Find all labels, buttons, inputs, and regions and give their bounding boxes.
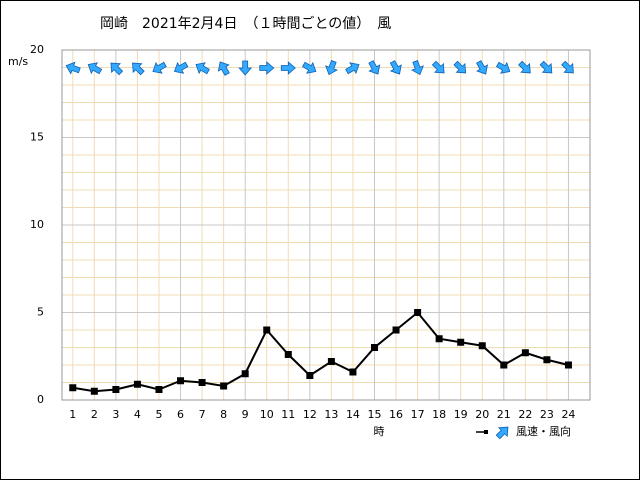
- x-tick-label: 7: [199, 408, 206, 421]
- y-tick-label: 20: [30, 43, 44, 56]
- x-tick-label: 20: [475, 408, 489, 421]
- wind-arrow: [301, 61, 317, 74]
- y-tick-label: 10: [30, 218, 44, 231]
- wind-arrow: [87, 62, 103, 75]
- x-tick-label: 11: [281, 408, 295, 421]
- wind-arrow: [280, 61, 296, 75]
- wind-arrow: [495, 61, 511, 74]
- legend-arrow: [495, 426, 509, 440]
- x-tick-label: 4: [134, 408, 141, 421]
- data-point: [370, 344, 378, 351]
- x-tick-label: 12: [303, 408, 317, 421]
- x-tick-label: 18: [432, 408, 446, 421]
- data-point: [133, 380, 141, 388]
- data-point: [241, 370, 249, 378]
- x-tick-label: 19: [454, 408, 468, 421]
- wind-arrow: [173, 61, 189, 74]
- data-point: [564, 361, 572, 369]
- data-point: [220, 382, 228, 390]
- legend-marker: [484, 430, 488, 434]
- wind-arrow: [453, 60, 467, 74]
- x-tick-label: 2: [91, 408, 98, 421]
- x-tick-label: 17: [411, 408, 425, 421]
- series-line: [72, 311, 569, 393]
- x-axis-label: 時: [374, 425, 385, 438]
- x-tick-label: 8: [220, 408, 227, 421]
- x-tick-label: 14: [346, 408, 360, 421]
- data-point: [457, 338, 465, 346]
- wind-arrow: [217, 61, 230, 76]
- data-point: [263, 326, 271, 334]
- wind-arrow: [539, 60, 553, 74]
- x-tick-label: 21: [497, 408, 511, 421]
- x-tick-label: 3: [112, 408, 119, 421]
- data-point: [349, 368, 357, 376]
- wind-arrow: [410, 60, 424, 76]
- chart-title: 岡崎 2021年2月4日 （１時間ごとの値） 風: [100, 16, 391, 32]
- x-tick-label: 16: [389, 408, 403, 421]
- data-point: [90, 387, 98, 395]
- wind-arrow: [195, 62, 210, 75]
- wind-arrow: [389, 60, 402, 75]
- data-point: [521, 349, 529, 357]
- wind-arrow: [238, 60, 253, 76]
- wind-arrow: [345, 62, 360, 75]
- wind-arrow: [368, 60, 381, 75]
- wind-arrow: [132, 62, 145, 76]
- x-tick-label: 15: [367, 408, 381, 421]
- wind-arrow: [431, 60, 445, 74]
- data-point: [435, 335, 443, 343]
- data-point: [327, 358, 335, 365]
- wind-arrow: [476, 60, 488, 75]
- y-tick-label: 0: [37, 393, 44, 406]
- wind-arrow: [110, 62, 124, 76]
- y-axis-label: m/s: [8, 55, 28, 68]
- data-point: [155, 386, 163, 393]
- wind-arrow: [561, 60, 574, 74]
- wind-arrow: [65, 61, 81, 75]
- x-tick-label: 24: [561, 408, 575, 421]
- data-point: [69, 384, 77, 392]
- data-point: [478, 342, 486, 350]
- data-point: [543, 356, 551, 364]
- x-tick-label: 13: [324, 408, 338, 421]
- data-point: [284, 351, 292, 358]
- x-tick-label: 23: [540, 408, 554, 421]
- y-tick-label: 5: [37, 306, 44, 319]
- wind-arrow: [518, 60, 531, 74]
- x-tick-label: 10: [260, 408, 274, 421]
- data-point: [198, 379, 206, 386]
- x-tick-label: 9: [242, 408, 249, 421]
- data-point: [414, 309, 422, 316]
- data-point: [392, 326, 400, 334]
- plot-border: [61, 49, 591, 401]
- data-point: [306, 372, 314, 379]
- wind-arrow: [325, 60, 338, 76]
- data-point: [500, 361, 508, 369]
- x-tick-label: 6: [177, 408, 184, 421]
- data-point: [112, 386, 120, 393]
- wind-arrow: [152, 61, 167, 74]
- x-tick-label: 5: [155, 408, 162, 421]
- x-tick-label: 1: [69, 408, 76, 421]
- y-tick-label: 15: [30, 131, 44, 144]
- wind-arrow: [259, 61, 275, 75]
- x-tick-label: 22: [518, 408, 532, 421]
- data-point: [177, 377, 185, 385]
- legend-label: 風速・風向: [516, 424, 571, 438]
